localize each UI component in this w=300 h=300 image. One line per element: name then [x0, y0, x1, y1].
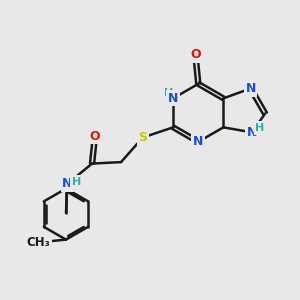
Text: N: N: [247, 126, 257, 139]
Text: O: O: [190, 48, 201, 62]
Text: CH₃: CH₃: [27, 236, 50, 249]
Text: O: O: [90, 130, 100, 142]
Text: N: N: [245, 82, 256, 95]
Text: H: H: [72, 177, 81, 187]
Text: N: N: [193, 135, 203, 148]
Text: N: N: [168, 92, 178, 105]
Text: H: H: [256, 123, 265, 133]
Text: S: S: [138, 131, 147, 144]
Text: H: H: [164, 88, 173, 98]
Text: N: N: [62, 177, 73, 190]
